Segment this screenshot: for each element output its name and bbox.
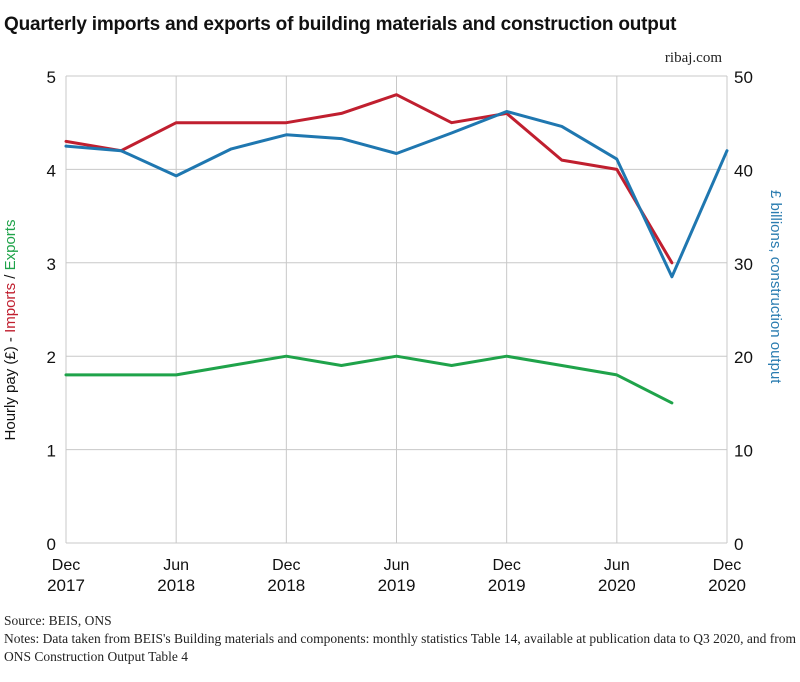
- y-tick-label-left: 5: [47, 68, 56, 87]
- y-tick-label-right: 0: [734, 535, 743, 554]
- x-tick-label-year: 2018: [157, 576, 195, 595]
- x-tick-label-month: Dec: [52, 557, 80, 574]
- y-tick-label-left: 0: [47, 535, 56, 554]
- x-tick-label-year: 2019: [488, 576, 526, 595]
- source-text: Source: BEIS, ONS: [4, 613, 112, 628]
- y-tick-label-left: 4: [47, 161, 56, 180]
- y-tick-label-right: 40: [734, 161, 753, 180]
- grid: [65, 75, 728, 544]
- x-tick-label-month: Dec: [492, 557, 520, 574]
- series-line-exports: [64, 354, 674, 405]
- y-tick-label-right: 20: [734, 348, 753, 367]
- tick-labels: 01234501020304050Dec2017Jun2018Dec2018Ju…: [47, 68, 753, 595]
- y-tick-label-right: 10: [734, 442, 753, 461]
- x-tick-label-year: 2020: [598, 576, 636, 595]
- watermark: ribaj.com: [664, 50, 722, 66]
- series-line-imports: [64, 93, 674, 265]
- y-tick-label-left: 1: [47, 442, 56, 461]
- notes-text: Notes: Data taken from BEIS's Building m…: [4, 631, 796, 664]
- y-tick-label-right: 30: [734, 255, 753, 274]
- x-tick-label-month: Dec: [272, 557, 300, 574]
- chart-svg: 01234501020304050Dec2017Jun2018Dec2018Ju…: [47, 68, 753, 595]
- y-tick-label-left: 2: [47, 348, 56, 367]
- y-tick-label-right: 50: [734, 68, 753, 87]
- x-tick-label-month: Dec: [713, 557, 741, 574]
- x-tick-label-year: 2017: [47, 576, 85, 595]
- y-tick-label-left: 3: [47, 255, 56, 274]
- series-lines: [64, 93, 729, 405]
- series-line-construction-output: [64, 110, 729, 279]
- x-tick-label-year: 2019: [378, 576, 416, 595]
- x-tick-label-year: 2020: [708, 576, 746, 595]
- x-tick-label-month: Jun: [604, 557, 630, 574]
- x-tick-label-year: 2018: [267, 576, 305, 595]
- x-tick-label-month: Jun: [384, 557, 410, 574]
- footer: Source: BEIS, ONS Notes: Data taken from…: [4, 612, 800, 666]
- chart-title: Quarterly imports and exports of buildin…: [4, 14, 677, 35]
- x-tick-label-month: Jun: [163, 557, 189, 574]
